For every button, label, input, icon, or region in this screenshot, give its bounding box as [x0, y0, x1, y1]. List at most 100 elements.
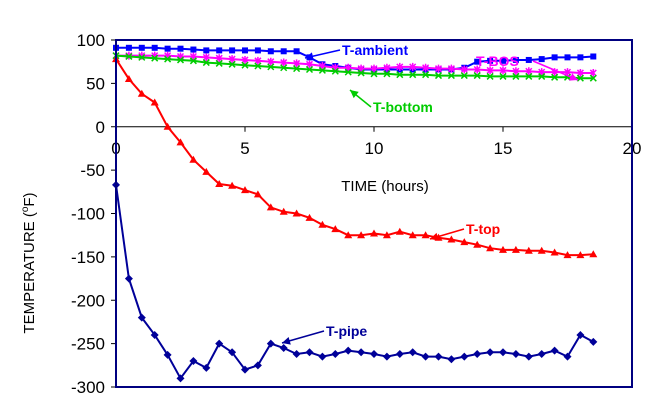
data-point — [512, 72, 520, 80]
series-group — [112, 44, 598, 383]
y-tick-label: -300 — [71, 378, 105, 397]
data-point — [151, 44, 158, 51]
data-point — [228, 55, 236, 64]
data-point — [267, 63, 275, 71]
data-point — [176, 374, 185, 383]
data-point — [344, 68, 352, 76]
data-point — [177, 45, 184, 52]
data-point — [279, 207, 288, 215]
data-point — [241, 55, 249, 64]
callout-arrowhead — [350, 90, 359, 99]
x-tick-label: 5 — [240, 139, 249, 158]
data-point — [254, 47, 261, 54]
data-point — [370, 64, 378, 73]
data-point — [499, 245, 507, 253]
data-point — [408, 231, 417, 239]
data-point — [422, 71, 430, 79]
series-line — [115, 54, 594, 80]
data-point — [589, 74, 597, 82]
data-point — [396, 71, 404, 79]
data-point — [525, 56, 532, 63]
data-point — [538, 56, 545, 63]
data-point — [292, 209, 301, 217]
data-point — [421, 231, 430, 239]
y-tick-label: 0 — [96, 118, 105, 137]
data-point — [242, 47, 248, 54]
data-point — [499, 348, 507, 357]
data-point — [331, 67, 339, 75]
data-point — [550, 346, 559, 355]
data-point — [382, 352, 391, 361]
data-point — [434, 72, 443, 80]
data-point — [525, 72, 533, 80]
data-point — [409, 62, 417, 71]
data-point — [293, 59, 301, 68]
data-point — [499, 66, 507, 75]
data-point — [267, 48, 274, 55]
data-point — [499, 72, 507, 80]
data-point — [189, 356, 198, 365]
callout-t-top: T-top — [429, 221, 500, 241]
svg-text:TEMPERATURE (oF): TEMPERATURE (oF) — [20, 192, 38, 333]
data-point — [500, 57, 506, 64]
callout-label: T-bottom — [373, 99, 433, 115]
data-point — [511, 350, 520, 359]
y-axis-label: TEMPERATURE (oF) — [20, 192, 38, 333]
data-point — [176, 56, 185, 64]
series-line — [116, 54, 594, 74]
callout-label: T-top — [466, 221, 500, 237]
data-point — [305, 65, 314, 74]
data-point — [564, 54, 571, 61]
data-point — [125, 52, 133, 61]
data-point — [589, 68, 597, 77]
data-point — [487, 57, 494, 64]
series-callouts: T-ambient T-BOS T-bottom T-top T-pipe — [281, 42, 579, 345]
y-tick-labels: 100 50 0 -50 -100 -150 -200 -250 -300 — [71, 31, 116, 397]
data-point — [576, 251, 585, 259]
data-point — [163, 122, 172, 130]
data-point — [589, 250, 598, 258]
data-point — [524, 246, 533, 254]
data-point — [577, 54, 584, 61]
data-point — [550, 248, 559, 256]
data-point — [408, 348, 417, 357]
data-point — [357, 69, 365, 77]
y-axis-label-degree: o — [20, 206, 31, 212]
data-point — [318, 66, 326, 74]
data-point — [124, 274, 133, 283]
data-point — [305, 60, 314, 69]
data-point — [266, 339, 275, 348]
y-tick-label: -150 — [71, 248, 105, 267]
data-point — [228, 348, 237, 357]
data-point — [150, 330, 159, 339]
data-point — [228, 181, 237, 189]
data-point — [215, 180, 224, 188]
data-point — [293, 48, 300, 55]
data-point — [253, 361, 262, 370]
y-tick-label: -200 — [71, 291, 105, 310]
x-tick-label: 10 — [365, 139, 384, 158]
data-point — [422, 63, 430, 72]
data-point — [551, 73, 559, 81]
data-point — [305, 213, 314, 221]
data-point — [589, 337, 598, 346]
data-point — [512, 56, 519, 63]
data-point — [357, 231, 366, 239]
data-point — [383, 63, 391, 72]
data-point — [202, 53, 210, 62]
y-tick-label: -250 — [71, 335, 105, 354]
data-point — [370, 350, 378, 359]
callout-arrowhead — [569, 73, 578, 81]
data-point — [163, 350, 172, 359]
y-tick-label: 50 — [86, 74, 105, 93]
y-axis-label-main: TEMPERATURE ( — [21, 212, 38, 333]
x-tick-label: 15 — [494, 139, 513, 158]
data-point — [576, 74, 584, 82]
data-point — [241, 186, 249, 194]
data-point — [395, 350, 404, 359]
data-point — [266, 203, 275, 211]
data-point — [460, 352, 469, 361]
data-point — [293, 65, 301, 73]
data-point — [318, 220, 327, 228]
data-point — [421, 352, 430, 361]
